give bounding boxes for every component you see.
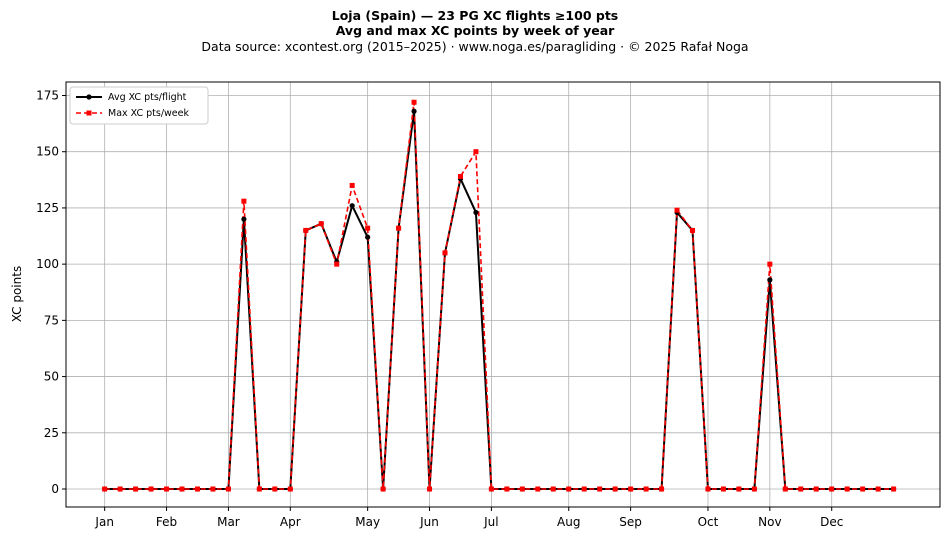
x-tick-label-feb: Feb: [156, 515, 177, 529]
data-point-max: [813, 486, 819, 492]
data-point-max: [535, 486, 541, 492]
data-point-max: [891, 486, 897, 492]
data-point-avg: [473, 209, 479, 216]
y-axis-label: XC points: [10, 266, 24, 322]
data-point-max: [597, 486, 603, 492]
data-point-max: [504, 486, 510, 492]
y-tick-label: 150: [36, 145, 59, 159]
data-point-max: [210, 486, 216, 492]
series-line-avg: [104, 110, 894, 491]
x-tick-label-apr: Apr: [280, 515, 301, 529]
x-tick-label-mar: Mar: [217, 515, 240, 529]
axes: 0 25 50 75 100 125 150 175 Jan Feb Mar Apr May Jun Jul…: [36, 88, 843, 529]
data-point-max: [736, 486, 742, 492]
data-point-max: [659, 486, 665, 492]
data-point-max: [689, 227, 695, 233]
data-point-max: [488, 486, 494, 492]
plot-frame: [65, 81, 941, 508]
y-tick-label: 0: [51, 482, 59, 496]
data-point-max: [798, 486, 804, 492]
data-point-max: [411, 99, 417, 105]
data-point-max: [334, 261, 340, 267]
x-tick-label-jul: Jul: [483, 515, 498, 529]
x-tick-label-nov: Nov: [758, 515, 781, 529]
data-point-max: [550, 486, 556, 492]
data-point-max: [875, 486, 881, 492]
legend-label-max: Max XC pts/week: [108, 108, 189, 119]
data-point-max: [751, 486, 757, 492]
data-point-max: [581, 486, 587, 492]
x-tick-label-may: May: [355, 515, 380, 529]
data-point-max: [566, 486, 572, 492]
series-line-max: [104, 101, 894, 490]
data-point-max: [427, 486, 433, 492]
data-point-max: [829, 486, 835, 492]
data-point-max: [860, 486, 866, 492]
series-layer: [102, 99, 897, 492]
data-point-max: [148, 486, 154, 492]
data-point-avg: [365, 234, 371, 240]
legend-marker-max: [86, 110, 92, 116]
data-point-max: [612, 486, 618, 492]
grid-lines: [66, 82, 940, 507]
data-point-max: [303, 227, 309, 233]
y-tick-label: 100: [36, 257, 59, 271]
chart-titles: Loja (Spain) — 23 PG XC flights ≥100 pts…: [0, 8, 950, 55]
legend-label-avg: Avg XC pts/flight: [108, 92, 187, 103]
data-point-max: [349, 182, 355, 188]
chart-subtitle: Avg and max XC points by week of year: [335, 23, 615, 38]
x-tick-label-oct: Oct: [698, 515, 719, 529]
legend: Avg XC pts/flight Max XC pts/week: [69, 86, 209, 125]
data-point-max: [117, 486, 123, 492]
data-point-max: [179, 486, 185, 492]
data-point-max: [256, 486, 262, 492]
data-point-max: [457, 173, 463, 179]
x-tick-label-jan: Jan: [94, 515, 114, 529]
data-point-max: [705, 486, 711, 492]
x-tick-label-jun: Jun: [419, 515, 439, 529]
legend-box: [69, 86, 209, 125]
data-point-avg: [241, 216, 247, 222]
data-point-max: [164, 486, 170, 492]
y-tick-label: 50: [44, 370, 59, 384]
data-point-max: [287, 486, 293, 492]
data-point-max: [133, 486, 139, 492]
data-point-max: [272, 486, 278, 492]
data-point-max: [519, 486, 525, 492]
data-point-max: [844, 486, 850, 492]
legend-marker-avg: [86, 94, 92, 100]
data-point-max: [442, 250, 448, 256]
y-tick-label: 75: [44, 313, 59, 327]
data-point-max: [720, 486, 726, 492]
data-point-max: [102, 486, 108, 492]
x-tick-label-aug: Aug: [557, 515, 580, 529]
data-point-avg: [767, 277, 773, 283]
data-point-max: [365, 225, 371, 231]
data-point-max: [396, 225, 402, 231]
data-point-max: [241, 198, 247, 204]
x-tick-label-sep: Sep: [619, 515, 642, 529]
data-point-max: [318, 221, 324, 227]
data-point-max: [643, 486, 649, 492]
x-tick-label-dec: Dec: [820, 515, 843, 529]
data-point-max: [782, 486, 788, 492]
y-tick-label: 125: [36, 201, 59, 215]
data-point-max: [674, 207, 680, 213]
data-point-max: [380, 486, 386, 492]
data-point-max: [628, 486, 634, 492]
chart-source: Data source: xcontest.org (2015–2025) · …: [201, 39, 749, 54]
data-point-max: [194, 486, 200, 492]
data-point-avg: [411, 108, 417, 114]
data-point-max: [473, 149, 479, 155]
chart-title: Loja (Spain) — 23 PG XC flights ≥100 pts: [331, 8, 619, 23]
data-point-max: [767, 261, 773, 267]
y-tick-label: 25: [44, 426, 59, 440]
data-point-avg: [349, 203, 355, 209]
data-point-max: [225, 486, 231, 492]
y-tick-label: 175: [36, 88, 59, 102]
